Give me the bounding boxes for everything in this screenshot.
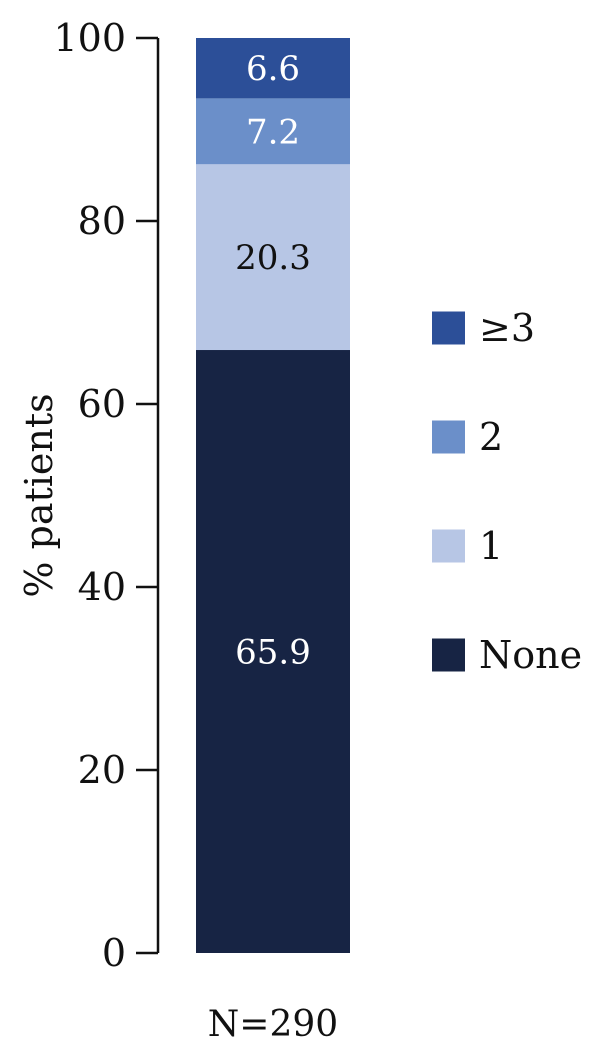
bar-segment (196, 38, 350, 99)
y-tick-label: 20 (78, 748, 126, 792)
legend: ≥3 2 1 None (432, 306, 582, 677)
legend-label: 2 (479, 415, 503, 459)
bar-segment (196, 164, 350, 351)
legend-label: None (479, 633, 582, 677)
bar-segment (196, 350, 350, 953)
y-tick-label: 40 (78, 565, 126, 609)
y-axis: 0 20 40 60 80 100 (53, 16, 160, 975)
legend-swatch (432, 420, 465, 454)
y-tick-label: 60 (78, 382, 126, 426)
legend-swatch (432, 311, 465, 345)
category-label: N=290 (208, 1004, 338, 1045)
legend-label: ≥3 (479, 306, 535, 350)
data-label: 7.2 (246, 112, 300, 152)
data-label: 6.6 (246, 49, 300, 89)
y-axis-title: % patients (17, 393, 61, 597)
y-tick-label: 0 (102, 931, 126, 975)
data-label: 20.3 (235, 238, 311, 278)
data-label: 65.9 (235, 633, 311, 673)
legend-swatch (432, 529, 465, 563)
bar-segments: 65.9 20.3 7.2 6.6 (196, 38, 350, 953)
bar-segment (196, 98, 350, 165)
y-tick-label: 100 (53, 16, 126, 60)
legend-label: 1 (479, 524, 503, 568)
legend-swatch (432, 638, 465, 672)
y-tick-label: 80 (78, 199, 126, 243)
